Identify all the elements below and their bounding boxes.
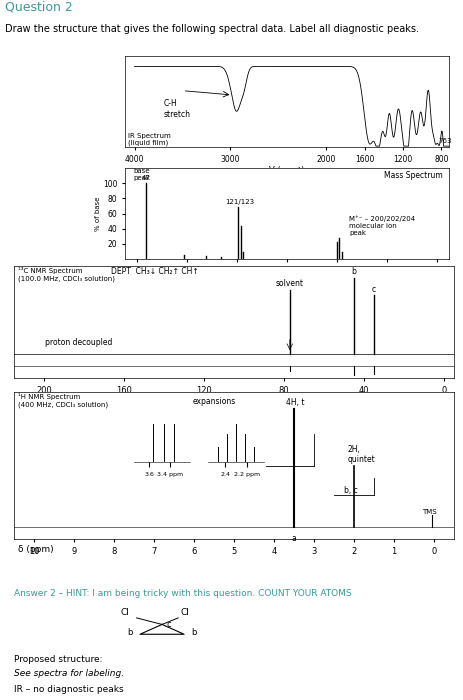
- Text: δ (ppm): δ (ppm): [18, 545, 54, 554]
- Text: b: b: [128, 628, 133, 637]
- Text: C-H
stretch: C-H stretch: [163, 99, 190, 119]
- Text: proton decoupled: proton decoupled: [45, 337, 112, 346]
- Text: Proposed structure:: Proposed structure:: [14, 654, 102, 664]
- X-axis label: m/e: m/e: [279, 279, 295, 288]
- Text: Mass Spectrum: Mass Spectrum: [384, 171, 443, 180]
- Text: M⁺⁻ – 200/202/204
molecular ion
peak: M⁺⁻ – 200/202/204 molecular ion peak: [350, 216, 415, 237]
- Text: 47: 47: [142, 175, 150, 181]
- Text: TMS: TMS: [422, 508, 436, 514]
- Text: Draw the structure that gives the following spectral data. Label all diagnostic : Draw the structure that gives the follow…: [5, 25, 419, 34]
- Text: Cl: Cl: [120, 608, 130, 617]
- Text: 2H,
quintet: 2H, quintet: [348, 445, 375, 464]
- Text: See spectra for labeling.: See spectra for labeling.: [14, 669, 124, 678]
- Text: Answer 2 – HINT: I am being tricky with this question. COUNT YOUR ATOMS: Answer 2 – HINT: I am being tricky with …: [14, 589, 351, 598]
- Text: b: b: [351, 267, 356, 276]
- Text: 4H, t: 4H, t: [286, 398, 304, 407]
- Text: solvent: solvent: [276, 279, 304, 288]
- Text: Cl: Cl: [181, 608, 190, 617]
- Text: 763: 763: [438, 139, 452, 144]
- Text: b: b: [191, 628, 196, 637]
- Text: 121/123: 121/123: [225, 199, 254, 205]
- Text: IR Spectrum
(liquid film): IR Spectrum (liquid film): [128, 132, 171, 146]
- Text: b, c: b, c: [344, 486, 358, 494]
- Y-axis label: % of base: % of base: [95, 196, 101, 231]
- X-axis label: V (cm⁻¹): V (cm⁻¹): [269, 167, 305, 176]
- Text: c: c: [167, 620, 171, 629]
- Text: IR – no diagnostic peaks: IR – no diagnostic peaks: [14, 685, 124, 694]
- Text: DEPT  CH₃↓ CH₂↑ CH↑: DEPT CH₃↓ CH₂↑ CH↑: [111, 267, 199, 276]
- Text: ¹H NMR Spectrum
(400 MHz, CDCl₃ solution): ¹H NMR Spectrum (400 MHz, CDCl₃ solution…: [19, 393, 108, 408]
- Text: Question 2: Question 2: [5, 0, 72, 13]
- X-axis label: δ (ppm): δ (ppm): [217, 396, 250, 405]
- Text: c: c: [372, 285, 376, 294]
- Text: a: a: [291, 534, 296, 543]
- Text: expansions: expansions: [192, 398, 236, 406]
- Text: ¹³C NMR Spectrum
(100.0 MHz, CDCl₃ solution): ¹³C NMR Spectrum (100.0 MHz, CDCl₃ solut…: [19, 267, 115, 281]
- Text: base
peak: base peak: [134, 168, 151, 181]
